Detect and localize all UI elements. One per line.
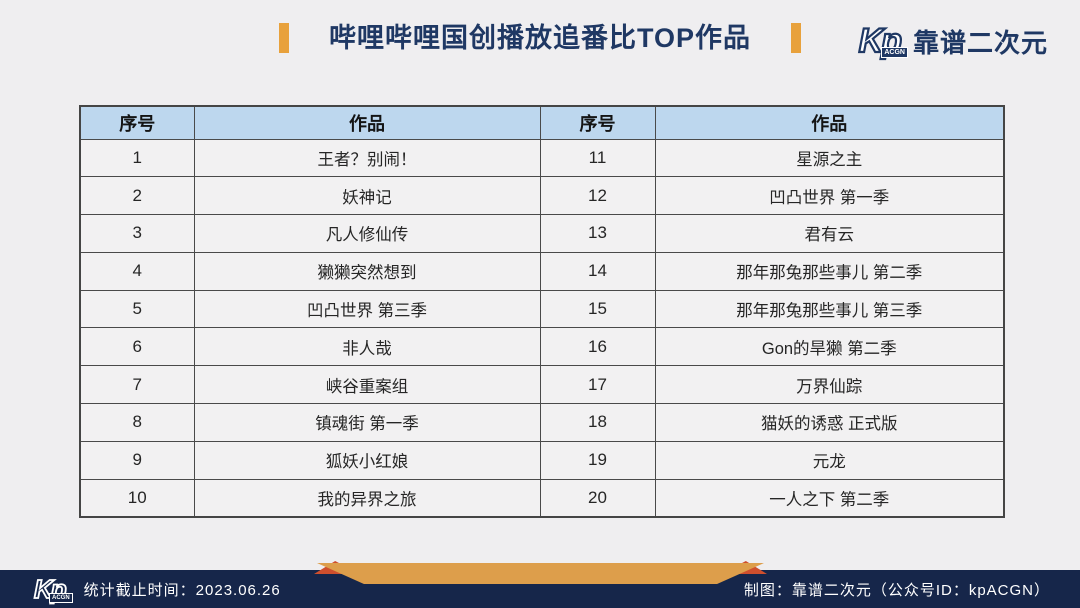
- rank-cell: 20: [539, 478, 656, 518]
- rank-cell: 11: [539, 138, 656, 178]
- table-row: 9 狐妖小红娘 19 元龙: [79, 440, 1005, 480]
- rank-cell: 1: [79, 138, 195, 178]
- rank-cell: 13: [539, 214, 656, 253]
- header: 哔哩哔哩国创播放追番比TOP作品: [0, 20, 1080, 56]
- kp-logo-footer-badge: ACGN: [49, 593, 73, 603]
- work-cell: 非人哉: [193, 327, 541, 367]
- table-row: 8 镇魂街 第一季 18 猫妖的诱惑 正式版: [79, 403, 1005, 442]
- kp-logo-footer-icon: Kp ACGN: [33, 573, 73, 605]
- work-cell: 凹凸世界 第一季: [654, 176, 1005, 216]
- work-cell: 凹凸世界 第三季: [193, 289, 541, 329]
- kp-logo-icon: Kp ACGN: [858, 21, 908, 61]
- kp-logo-badge: ACGN: [881, 47, 908, 58]
- work-cell: 獭獭突然想到: [193, 251, 541, 291]
- rank-cell: 18: [539, 403, 656, 442]
- work-cell: 凡人修仙传: [193, 214, 541, 253]
- rank-cell: 10: [79, 478, 195, 518]
- table-row: 7 峡谷重案组 17 万界仙踪: [79, 365, 1005, 405]
- table-row: 10 我的异界之旅 20 一人之下 第二季: [79, 478, 1005, 518]
- table-row: 4 獭獭突然想到 14 那年那兔那些事儿 第二季: [79, 251, 1005, 291]
- work-cell: 峡谷重案组: [193, 365, 541, 405]
- table-row: 6 非人哉 16 Gon的旱獭 第二季: [79, 327, 1005, 367]
- page-title: 哔哩哔哩国创播放追番比TOP作品: [328, 23, 751, 53]
- column-header-work-right: 作品: [654, 105, 1005, 140]
- title-accent-bar-left: [278, 23, 289, 53]
- ranking-table: 序号 作品 序号 作品 1 王者？别闹！ 11 星源之主 2 妖神记 12 凹凸…: [79, 105, 1005, 518]
- work-cell: 那年那兔那些事儿 第三季: [654, 289, 1005, 329]
- rank-cell: 8: [79, 403, 195, 442]
- rank-cell: 15: [539, 289, 656, 329]
- table-row: 5 凹凸世界 第三季 15 那年那兔那些事儿 第三季: [79, 289, 1005, 329]
- table-header-row: 序号 作品 序号 作品: [79, 105, 1005, 140]
- work-cell: 猫妖的诱惑 正式版: [654, 403, 1005, 442]
- column-header-rank-left: 序号: [79, 105, 195, 140]
- rank-cell: 6: [79, 327, 195, 367]
- brand-logo: Kp ACGN 靠谱二次元: [858, 21, 1048, 61]
- stats-cutoff-date: 统计截止时间：2023.06.26: [83, 581, 281, 599]
- work-cell: 我的异界之旅: [193, 478, 541, 518]
- table-row: 2 妖神记 12 凹凸世界 第一季: [79, 176, 1005, 216]
- rank-cell: 3: [79, 214, 195, 253]
- work-cell: 元龙: [654, 440, 1005, 480]
- rank-cell: 17: [539, 365, 656, 405]
- work-cell: 狐妖小红娘: [193, 440, 541, 480]
- rank-cell: 12: [539, 176, 656, 216]
- credit-text: 制图：靠谱二次元（公众号ID：kpACGN）: [743, 581, 1050, 599]
- work-cell: 妖神记: [193, 176, 541, 216]
- work-cell: 那年那兔那些事儿 第二季: [654, 251, 1005, 291]
- table-row: 1 王者？别闹！ 11 星源之主: [79, 138, 1005, 178]
- work-cell: Gon的旱獭 第二季: [654, 327, 1005, 367]
- rank-cell: 2: [79, 176, 195, 216]
- footer-ribbon-orange: [317, 563, 764, 584]
- brand-name: 靠谱二次元: [912, 27, 1048, 58]
- column-header-work-left: 作品: [193, 105, 541, 140]
- title-accent-bar-right: [791, 23, 801, 53]
- rank-cell: 9: [79, 440, 195, 480]
- work-cell: 一人之下 第二季: [654, 478, 1005, 518]
- rank-cell: 16: [539, 327, 656, 367]
- rank-cell: 19: [539, 440, 656, 480]
- work-cell: 星源之主: [654, 138, 1005, 178]
- work-cell: 万界仙踪: [654, 365, 1005, 405]
- work-cell: 君有云: [654, 214, 1005, 253]
- rank-cell: 7: [79, 365, 195, 405]
- work-cell: 镇魂街 第一季: [193, 403, 541, 442]
- rank-cell: 4: [79, 251, 195, 291]
- rank-cell: 14: [539, 251, 656, 291]
- footer-bar: Kp ACGN 统计截止时间：2023.06.26 制图：靠谱二次元（公众号ID：…: [0, 570, 1080, 608]
- table-row: 3 凡人修仙传 13 君有云: [79, 214, 1005, 253]
- column-header-rank-right: 序号: [539, 105, 656, 140]
- work-cell: 王者？别闹！: [193, 138, 541, 178]
- footer-left: Kp ACGN 统计截止时间：2023.06.26: [33, 573, 281, 605]
- rank-cell: 5: [79, 289, 195, 329]
